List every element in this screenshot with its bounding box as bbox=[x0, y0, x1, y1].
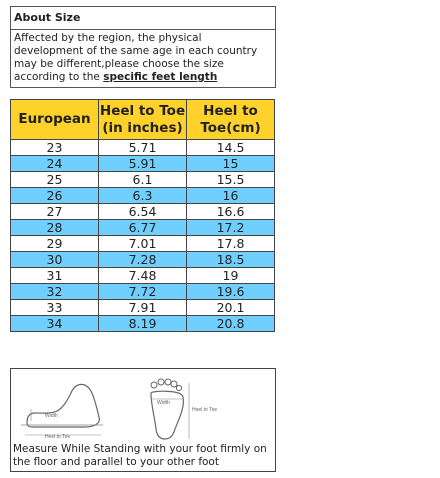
cell-inches: 7.72 bbox=[98, 283, 187, 300]
size-row: 23 5.71 14.5 bbox=[10, 139, 275, 156]
cell-cm: 19.6 bbox=[186, 283, 275, 300]
cell-inches: 7.28 bbox=[98, 251, 187, 268]
about-size-text: Affected by the region, the physical dev… bbox=[11, 30, 275, 87]
size-row: 26 6.3 16 bbox=[10, 187, 275, 204]
cell-european: 30 bbox=[10, 251, 99, 268]
about-size-emphasis: specific feet length bbox=[103, 71, 218, 83]
cell-inches: 8.19 bbox=[98, 315, 187, 332]
sole-width-label: Width bbox=[157, 400, 170, 406]
side-width-label: Width bbox=[45, 413, 58, 419]
size-row: 27 6.54 16.6 bbox=[10, 203, 275, 220]
cell-cm: 15.5 bbox=[186, 171, 275, 188]
cell-cm: 16.6 bbox=[186, 203, 275, 220]
about-size-box: About Size Affected by the region, the p… bbox=[10, 6, 276, 88]
cell-inches: 6.54 bbox=[98, 203, 187, 220]
side-foot-icon: Width Heel to Toe bbox=[21, 383, 103, 440]
cell-cm: 18.5 bbox=[186, 251, 275, 268]
cell-inches: 5.71 bbox=[98, 139, 187, 156]
size-row: 28 6.77 17.2 bbox=[10, 219, 275, 236]
cell-european: 28 bbox=[10, 219, 99, 236]
cell-european: 29 bbox=[10, 235, 99, 252]
measure-box: Width Heel to Toe Width Heel to Toe Meas… bbox=[10, 368, 276, 472]
size-row: 34 8.19 20.8 bbox=[10, 315, 275, 332]
cell-european: 27 bbox=[10, 203, 99, 220]
header-european: European bbox=[10, 99, 99, 140]
side-length-label: Heel to Toe bbox=[45, 434, 70, 440]
about-size-title: About Size bbox=[11, 7, 275, 30]
cell-inches: 5.91 bbox=[98, 155, 187, 172]
size-row: 29 7.01 17.8 bbox=[10, 235, 275, 252]
size-row: 33 7.91 20.1 bbox=[10, 299, 275, 316]
sole-length-label: Heel to Toe bbox=[192, 407, 217, 413]
size-chart: European Heel to Toe (in inches) Heel to… bbox=[10, 99, 275, 332]
cell-european: 34 bbox=[10, 315, 99, 332]
about-size-body: Affected by the region, the physical dev… bbox=[14, 32, 258, 83]
cell-cm: 15 bbox=[186, 155, 275, 172]
size-row: 30 7.28 18.5 bbox=[10, 251, 275, 268]
size-row: 32 7.72 19.6 bbox=[10, 283, 275, 300]
cell-inches: 7.01 bbox=[98, 235, 187, 252]
measure-caption: Measure While Standing with your foot fi… bbox=[13, 443, 267, 468]
foot-measure-illustration: Width Heel to Toe Width Heel to Toe bbox=[21, 378, 217, 440]
cell-cm: 17.8 bbox=[186, 235, 275, 252]
cell-cm: 17.2 bbox=[186, 219, 275, 236]
size-table: European Heel to Toe (in inches) Heel to… bbox=[10, 99, 275, 332]
size-row: 31 7.48 19 bbox=[10, 267, 275, 284]
size-row: 24 5.91 15 bbox=[10, 155, 275, 172]
cell-inches: 7.91 bbox=[98, 299, 187, 316]
size-row: 25 6.1 15.5 bbox=[10, 171, 275, 188]
size-table-body: 23 5.71 14.5 24 5.91 15 25 6.1 15.5 26 6.3 16 27 6.54… bbox=[10, 139, 275, 332]
cell-cm: 14.5 bbox=[186, 139, 275, 156]
cell-inches: 6.3 bbox=[98, 187, 187, 204]
cell-cm: 16 bbox=[186, 187, 275, 204]
cell-cm: 20.1 bbox=[186, 299, 275, 316]
cell-european: 33 bbox=[10, 299, 99, 316]
cell-inches: 6.77 bbox=[98, 219, 187, 236]
size-table-header-row: European Heel to Toe (in inches) Heel to… bbox=[10, 99, 275, 140]
header-heel-to-toe-inches: Heel to Toe (in inches) bbox=[98, 99, 187, 140]
cell-cm: 19 bbox=[186, 267, 275, 284]
cell-inches: 6.1 bbox=[98, 171, 187, 188]
cell-inches: 7.48 bbox=[98, 267, 187, 284]
cell-european: 31 bbox=[10, 267, 99, 284]
cell-european: 26 bbox=[10, 187, 99, 204]
cell-european: 32 bbox=[10, 283, 99, 300]
sole-foot-icon: Width Heel to Toe bbox=[150, 378, 217, 440]
cell-european: 25 bbox=[10, 171, 99, 188]
header-heel-to-toe-cm: Heel to Toe(cm) bbox=[186, 99, 275, 140]
cell-european: 23 bbox=[10, 139, 99, 156]
cell-european: 24 bbox=[10, 155, 99, 172]
cell-cm: 20.8 bbox=[186, 315, 275, 332]
